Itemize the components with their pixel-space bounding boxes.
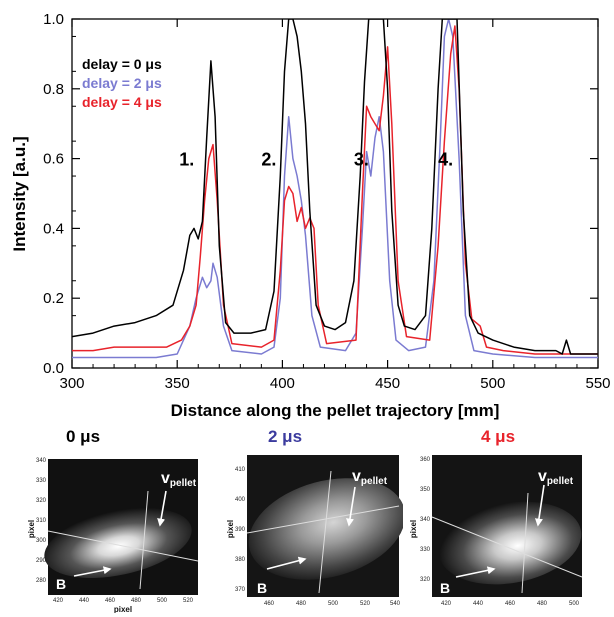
x-tick: 480 — [537, 601, 548, 607]
x-tick: 420 — [53, 598, 64, 604]
y-axis-label: pixel — [28, 520, 36, 538]
y-tick-label: 0.2 — [43, 290, 64, 307]
peak-label-2: 2. — [261, 150, 276, 170]
x-tick: 520 — [183, 598, 194, 604]
y-tick: 350 — [420, 487, 431, 493]
b-field-arrow — [73, 566, 112, 577]
legend-entry-2: delay = 4 μs — [82, 94, 162, 110]
trajectory-line — [139, 490, 149, 590]
y-tick: 340 — [36, 458, 47, 464]
series-line-2 — [72, 25, 598, 355]
y-tick-label: 0.8 — [43, 81, 64, 98]
camera-panel-4us: vpellet B 360 350 340 330 320 420 440 46… — [410, 451, 586, 613]
plasma-glow — [438, 501, 582, 585]
panel-title-2us: 2 μs — [268, 427, 303, 446]
y-tick: 330 — [420, 547, 431, 553]
y-tick-label: 0.6 — [43, 151, 64, 168]
x-tick: 440 — [473, 601, 484, 607]
y-axis-ticks: 0.0 0.2 0.4 0.6 0.8 1.0 — [43, 11, 598, 377]
x-tick: 460 — [505, 601, 516, 607]
v-pellet-label: vpellet — [161, 470, 197, 489]
panel-title-4us: 4 μs — [481, 427, 516, 446]
x-tick: 460 — [264, 601, 275, 607]
camera-panel-2us: vpellet B 410 400 390 380 370 460 480 50… — [227, 451, 403, 613]
x-tick-label: 300 — [59, 375, 84, 392]
panel-title-0us: 0 μs — [66, 427, 101, 446]
x-tick: 440 — [79, 598, 90, 604]
y-tick: 320 — [36, 498, 47, 504]
y-axis-label: pixel — [410, 520, 418, 538]
legend-entry-0: delay = 0 μs — [82, 56, 162, 72]
y-axis-title: Intensity [a.u.] — [10, 136, 29, 251]
y-tick: 360 — [420, 457, 431, 463]
x-tick: 500 — [157, 598, 168, 604]
b-label: B — [440, 580, 450, 596]
y-tick-label: 0.4 — [43, 220, 64, 237]
plot-frame — [71, 18, 599, 369]
field-line — [431, 516, 583, 578]
legend: delay = 0 μs delay = 2 μs delay = 4 μs — [82, 56, 162, 110]
plasma-glow — [248, 478, 403, 580]
x-tick-label: 450 — [375, 375, 400, 392]
intensity-chart: 0.0 0.2 0.4 0.6 0.8 1.0 300 350 400 450 500 550 1.… — [10, 11, 611, 420]
legend-entry-1: delay = 2 μs — [82, 75, 162, 91]
camera-panel-0us: vpellet B 340 330 320 310 300 290 280 42… — [28, 451, 204, 613]
y-tick-label: 1.0 — [43, 11, 64, 28]
y-tick: 310 — [36, 518, 47, 524]
peak-label-1: 1. — [179, 150, 194, 170]
series-lines — [72, 19, 598, 359]
x-axis-title: Distance along the pellet trajectory [mm… — [171, 401, 500, 420]
x-tick: 480 — [131, 598, 142, 604]
v-pellet-arrow — [534, 484, 545, 527]
y-tick: 400 — [235, 497, 246, 503]
y-tick: 410 — [235, 467, 246, 473]
y-tick: 290 — [36, 558, 47, 564]
x-tick: 520 — [360, 601, 371, 607]
v-pellet-label: vpellet — [352, 468, 388, 487]
x-tick: 460 — [105, 598, 116, 604]
peak-labels: 1. 2. 3. 4. — [179, 150, 453, 170]
x-tick: 540 — [390, 601, 401, 607]
x-tick-label: 400 — [270, 375, 295, 392]
peak-label-3: 3. — [354, 150, 369, 170]
field-line — [47, 530, 199, 562]
x-tick: 480 — [296, 601, 307, 607]
v-pellet-label: vpellet — [538, 468, 574, 487]
b-label: B — [257, 580, 267, 596]
y-tick: 300 — [36, 538, 47, 544]
field-line — [246, 505, 400, 534]
x-tick: 420 — [441, 601, 452, 607]
series-line-1 — [72, 19, 598, 359]
y-tick: 330 — [36, 478, 47, 484]
peak-label-4: 4. — [438, 150, 453, 170]
y-tick-label: 0.0 — [43, 360, 64, 377]
y-tick: 380 — [235, 557, 246, 563]
x-tick-label: 350 — [165, 375, 190, 392]
x-tick: 500 — [328, 601, 339, 607]
x-axis-ticks: 300 350 400 450 500 550 — [59, 19, 611, 392]
b-label: B — [56, 576, 66, 592]
b-field-arrow — [266, 556, 307, 570]
x-axis-label: pixel — [114, 605, 132, 613]
b-field-arrow — [455, 566, 496, 578]
trajectory-line — [318, 470, 332, 594]
y-axis-label: pixel — [227, 520, 235, 538]
y-tick: 280 — [36, 578, 47, 584]
y-tick: 390 — [235, 527, 246, 533]
v-pellet-arrow — [157, 490, 167, 527]
plasma-glow — [44, 508, 192, 578]
series-line-0 — [72, 19, 598, 355]
x-tick-label: 550 — [585, 375, 610, 392]
y-tick: 340 — [420, 517, 431, 523]
y-tick: 370 — [235, 587, 246, 593]
x-tick: 500 — [569, 601, 580, 607]
y-tick: 320 — [420, 577, 431, 583]
x-tick-label: 500 — [480, 375, 505, 392]
trajectory-line — [521, 492, 529, 594]
v-pellet-arrow — [346, 486, 356, 527]
